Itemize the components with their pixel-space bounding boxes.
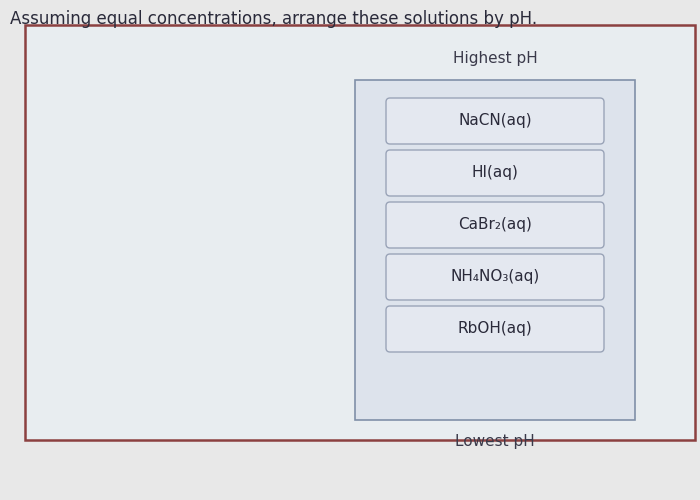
FancyBboxPatch shape	[386, 98, 604, 144]
Text: Assuming equal concentrations, arrange these solutions by pH.: Assuming equal concentrations, arrange t…	[10, 10, 537, 28]
Text: CaBr₂(aq): CaBr₂(aq)	[458, 218, 532, 232]
FancyBboxPatch shape	[386, 150, 604, 196]
Text: RbOH(aq): RbOH(aq)	[458, 322, 533, 336]
Text: NaCN(aq): NaCN(aq)	[458, 114, 532, 128]
FancyBboxPatch shape	[355, 80, 635, 420]
Text: Highest pH: Highest pH	[453, 51, 538, 66]
FancyBboxPatch shape	[386, 254, 604, 300]
Text: NH₄NO₃(aq): NH₄NO₃(aq)	[450, 270, 540, 284]
FancyBboxPatch shape	[25, 25, 695, 440]
FancyBboxPatch shape	[386, 306, 604, 352]
Text: HI(aq): HI(aq)	[472, 166, 519, 180]
FancyBboxPatch shape	[386, 202, 604, 248]
Text: Lowest pH: Lowest pH	[455, 434, 535, 449]
